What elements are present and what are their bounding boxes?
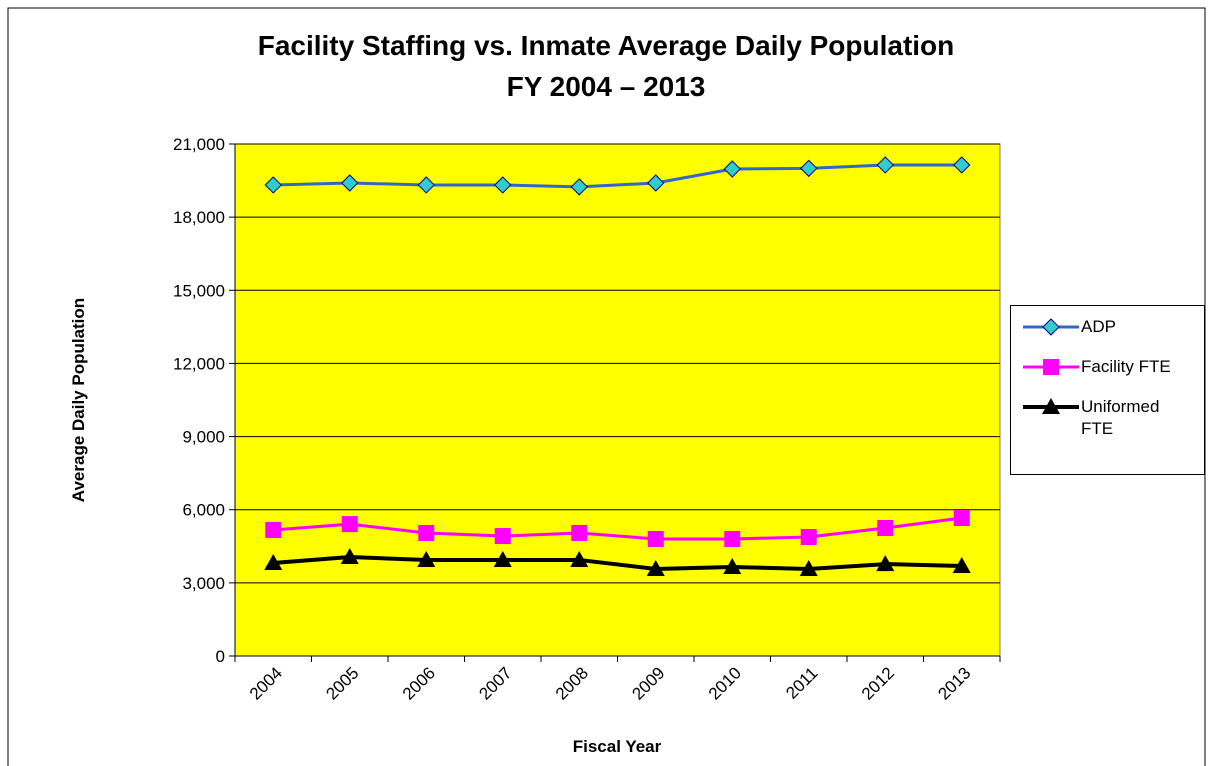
marker bbox=[1042, 318, 1060, 336]
y-tick-label: 0 bbox=[216, 647, 225, 666]
y-tick-label: 15,000 bbox=[173, 281, 225, 300]
marker bbox=[417, 550, 436, 567]
x-axis-label: Fiscal Year bbox=[573, 737, 662, 756]
y-tick-label: 21,000 bbox=[173, 135, 225, 154]
marker bbox=[418, 524, 435, 541]
marker bbox=[264, 176, 282, 194]
marker bbox=[1042, 398, 1060, 414]
marker bbox=[724, 530, 741, 547]
marker bbox=[646, 559, 665, 576]
marker bbox=[953, 510, 970, 527]
marker bbox=[570, 550, 589, 567]
marker bbox=[647, 174, 665, 192]
marker bbox=[341, 174, 359, 192]
legend-item: ADP bbox=[1019, 316, 1204, 338]
legend-label: Facility FTE bbox=[1081, 357, 1171, 376]
marker bbox=[494, 528, 511, 545]
marker bbox=[800, 529, 817, 546]
marker bbox=[723, 160, 741, 178]
y-tick-label: 9,000 bbox=[182, 428, 225, 447]
marker bbox=[953, 156, 971, 174]
marker bbox=[265, 521, 282, 538]
legend-item: Facility FTE bbox=[1019, 356, 1204, 378]
marker bbox=[876, 555, 895, 572]
marker bbox=[493, 550, 512, 567]
legend-label: ADP bbox=[1081, 317, 1116, 336]
series-line bbox=[273, 163, 962, 189]
marker bbox=[571, 524, 588, 541]
series-line bbox=[273, 555, 962, 571]
y-tick-label: 3,000 bbox=[182, 574, 225, 593]
marker bbox=[800, 159, 818, 178]
marker bbox=[876, 156, 894, 174]
legend-swatch bbox=[1023, 398, 1079, 414]
marker bbox=[877, 520, 894, 536]
legend-swatch bbox=[1023, 359, 1079, 375]
marker bbox=[1043, 359, 1059, 375]
marker bbox=[494, 176, 512, 194]
y-tick-label: 18,000 bbox=[173, 208, 225, 227]
marker bbox=[341, 516, 358, 533]
marker bbox=[647, 530, 664, 547]
plot-area bbox=[234, 143, 1001, 657]
y-axis-label: Average Daily Population bbox=[69, 298, 88, 502]
marker bbox=[723, 558, 742, 575]
marker bbox=[340, 548, 359, 565]
marker bbox=[570, 178, 588, 196]
legend-item: Uniformed FTE bbox=[1019, 396, 1204, 440]
chart-title: Facility Staffing vs. Inmate Average Dai… bbox=[258, 30, 955, 61]
marker bbox=[799, 559, 818, 576]
y-tick-label: 6,000 bbox=[182, 501, 225, 520]
legend-swatch bbox=[1023, 318, 1079, 336]
y-tick-label: 12,000 bbox=[173, 354, 225, 373]
marker bbox=[952, 557, 971, 574]
legend-label: Uniformed FTE bbox=[1081, 397, 1160, 438]
chart-subtitle: FY 2004 – 2013 bbox=[507, 71, 706, 102]
series-line bbox=[273, 516, 962, 541]
legend: ADP Facility FTE Uniformed FTE bbox=[1010, 305, 1205, 475]
marker bbox=[264, 553, 283, 570]
marker bbox=[417, 176, 435, 194]
